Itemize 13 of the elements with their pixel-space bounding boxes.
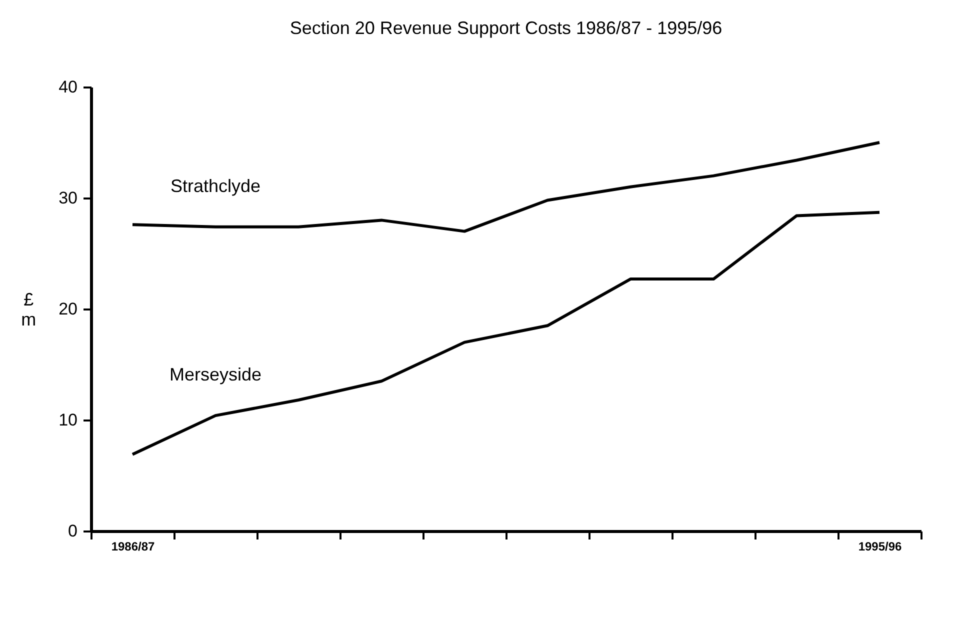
x-tick-label: 1986/87: [111, 540, 156, 554]
y-axis-title: £m: [21, 290, 36, 330]
x-tick-label: 1995/96: [858, 540, 902, 554]
chart-title: Section 20 Revenue Support Costs 1986/87 - 1995/96: [290, 18, 722, 38]
line-series: [131, 141, 881, 233]
series-label: Strathclyde: [170, 176, 261, 196]
y-tick-label: 30: [58, 188, 78, 208]
y-tick-label: 20: [58, 300, 78, 318]
y-tick-label: 0: [68, 522, 78, 540]
series-label: Merseyside: [169, 364, 262, 385]
y-tick-label: 10: [58, 410, 78, 430]
y-tick-label: 40: [58, 78, 78, 96]
line-series: [131, 210, 881, 456]
